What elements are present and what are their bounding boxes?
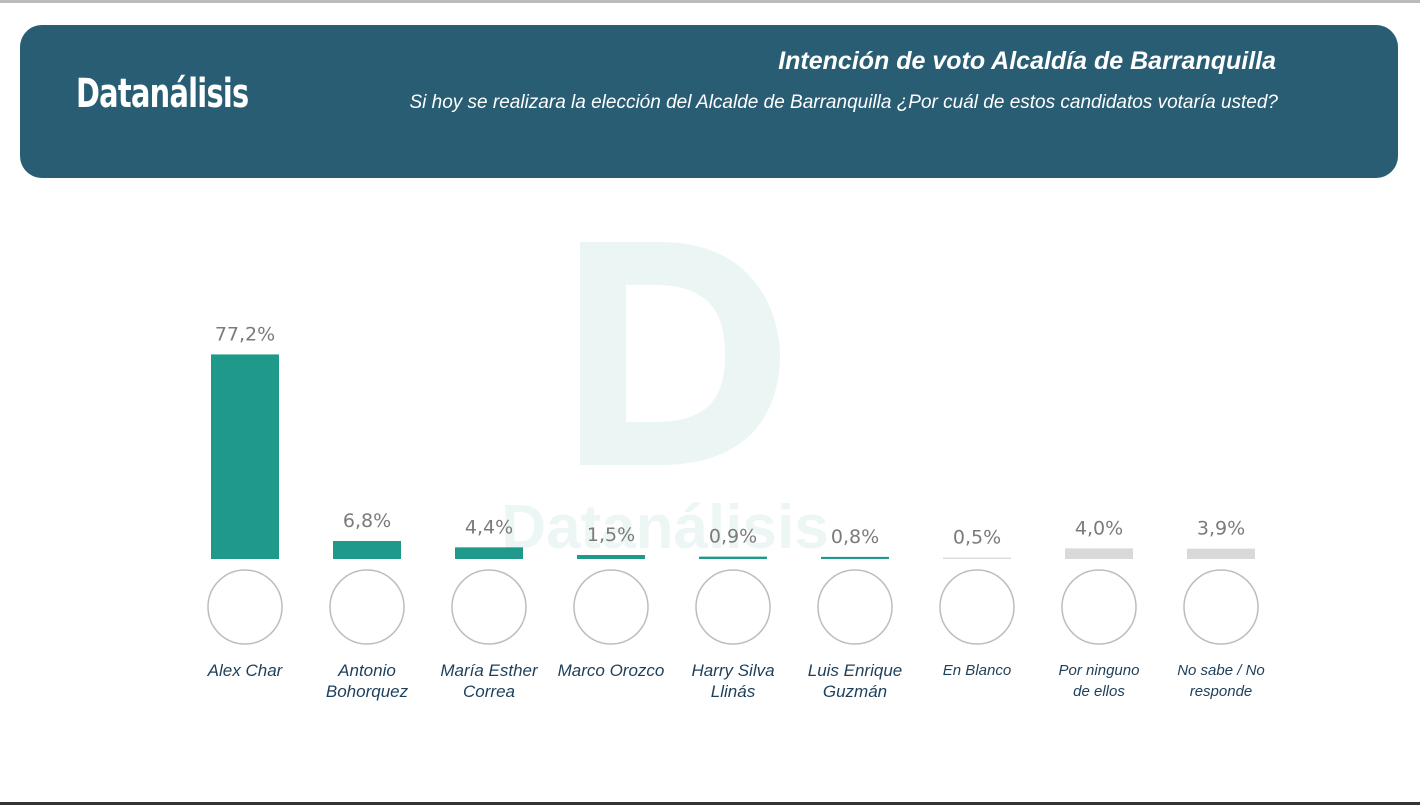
value-label: 0,8% <box>831 526 879 548</box>
value-label: 0,5% <box>953 527 1001 549</box>
candidate-photo <box>695 569 771 645</box>
watermark <box>580 242 780 465</box>
category-label: Marco Orozco <box>557 661 665 680</box>
candidate-photo <box>207 569 283 645</box>
chart-title: Intención de voto Alcaldía de Barranquil… <box>778 47 1276 75</box>
category-label: No sabe / No responde <box>1177 662 1265 700</box>
bar <box>1065 548 1133 559</box>
bar <box>455 547 523 559</box>
value-label: 77,2% <box>215 323 275 345</box>
bar <box>577 555 645 559</box>
category-label: María Esther Correa <box>440 661 538 701</box>
bar <box>943 557 1011 559</box>
bar <box>699 556 767 559</box>
watermark-text: Datanálisis <box>501 493 828 562</box>
value-label: 4,0% <box>1075 517 1123 539</box>
candidate-photo <box>573 569 649 645</box>
bar <box>821 556 889 559</box>
value-label: 1,5% <box>587 524 635 546</box>
header: Datanálisis Intención de voto Alcaldía d… <box>20 25 1398 178</box>
category-label: Antonio Bohorquez <box>325 661 409 701</box>
bar <box>1187 548 1255 559</box>
bottom-rule <box>0 802 1420 805</box>
value-label: 6,8% <box>343 510 391 532</box>
category-label: Luis Enrique Guzmán <box>807 661 903 701</box>
bar <box>333 540 401 559</box>
value-label: 3,9% <box>1197 518 1245 540</box>
category-label: Harry Silva Llinás <box>691 661 775 701</box>
top-rule <box>0 0 1420 3</box>
category-label: Alex Char <box>207 661 283 680</box>
candidate-photo <box>939 569 1015 645</box>
value-label: 0,9% <box>709 526 757 548</box>
chart-subtitle: Si hoy se realizara la elección del Alca… <box>409 92 1278 113</box>
category-label: En Blanco <box>942 662 1012 679</box>
candidate-photo <box>451 569 527 645</box>
bar <box>211 354 279 559</box>
candidate-photo <box>329 569 405 645</box>
value-label: 4,4% <box>465 516 513 538</box>
candidate-photo <box>1183 569 1259 645</box>
candidate-photo <box>1061 569 1137 645</box>
candidate-photo <box>817 569 893 645</box>
brand: Datanálisis <box>76 71 249 117</box>
category-label: Por ninguno de ellos <box>1058 662 1140 700</box>
